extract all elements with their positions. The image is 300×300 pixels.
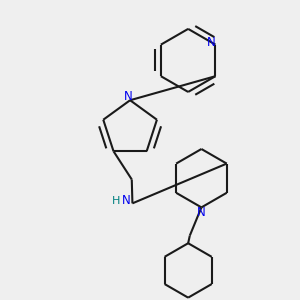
Text: N: N [197,206,206,219]
Text: N: N [122,194,130,207]
Text: N: N [207,37,216,50]
Text: N: N [124,90,133,104]
Text: H: H [112,196,121,206]
